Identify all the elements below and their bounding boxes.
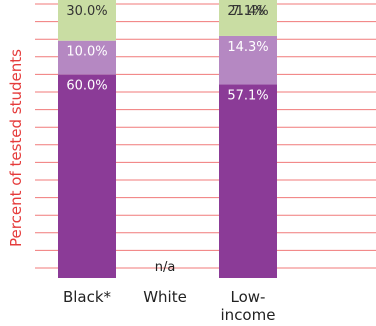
bar-segment-0-1 (58, 40, 116, 75)
y-axis-label: Percent of tested students (7, 49, 25, 247)
category-label-1: White (143, 288, 187, 306)
bar-label-2-3: 7.1% (231, 4, 264, 19)
bars (58, 0, 277, 278)
category-label-2: Low-income (221, 288, 276, 324)
bar-label-0-2: 30.0% (66, 4, 107, 19)
category-labels: Black* White Low-income (63, 288, 276, 324)
bar-label-2-1: 14.3% (227, 40, 268, 55)
bar-segment-0-2 (58, 0, 116, 41)
bar-label-2-2: 21.4% (227, 4, 268, 19)
bar-label-0-1: 10.0% (66, 45, 107, 60)
bar-segment-0-0 (58, 74, 116, 278)
bar-segment-2-2 (219, 0, 277, 36)
bar-label-0-0: 60.0% (66, 79, 107, 94)
missing-label-1: n/a (155, 260, 176, 275)
bar-segment-2-1 (219, 35, 277, 85)
bar-segment-2-0 (219, 84, 277, 278)
category-label-0: Black* (63, 288, 112, 306)
bar-label-2-0: 57.1% (227, 88, 268, 103)
bar-labels: 60.0% 10.0% 30.0% n/a 57.1% 14.3% 21.4%7.1% (66, 4, 268, 275)
